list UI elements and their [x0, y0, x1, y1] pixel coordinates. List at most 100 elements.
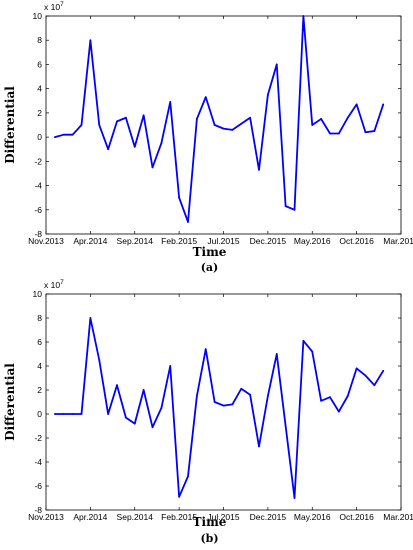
x-tick-label: May.2016	[294, 236, 331, 246]
x-tick-label: Apr.2014	[73, 236, 107, 246]
series-line	[54, 317, 385, 499]
data-point	[169, 365, 172, 367]
data-point	[62, 413, 65, 415]
data-point	[337, 132, 340, 135]
data-point	[133, 422, 136, 425]
data-point	[240, 122, 243, 125]
data-point	[275, 63, 278, 66]
data-point	[222, 127, 225, 130]
x-axis-label: Time	[193, 245, 227, 259]
chart-panel-b: -8 -6 -4 -2 0 2 4 6 8 10 Nov.2013 Apr.2014 Sep.2014 F…	[3, 279, 413, 545]
data-point	[98, 359, 101, 361]
y-tick-label: 6	[37, 337, 42, 347]
data-point	[213, 124, 216, 126]
y-tick-label: -4	[34, 457, 42, 467]
data-point	[284, 205, 287, 208]
data-point	[329, 396, 331, 399]
data-point	[98, 124, 101, 126]
y-tick-label: -2	[34, 433, 42, 443]
panel-caption: (b)	[200, 532, 218, 545]
y-multiplier-base: x 10	[44, 2, 60, 12]
data-point	[373, 384, 376, 387]
y-tick-label: -4	[34, 181, 42, 191]
data-point	[116, 120, 118, 123]
panel-caption: (a)	[201, 261, 219, 274]
y-multiplier-exponent: 7	[60, 279, 64, 286]
data-point	[346, 395, 349, 397]
y-tick-label: 8	[37, 313, 42, 323]
data-point	[346, 116, 349, 119]
data-point	[142, 114, 145, 117]
data-point	[284, 425, 287, 427]
data-point	[382, 103, 385, 106]
x-tick-label: Nov.2013	[28, 512, 64, 522]
data-point	[133, 145, 136, 148]
y-tick-label: 4	[37, 84, 42, 94]
x-tick-label: Sep.2014	[117, 236, 154, 246]
data-point	[355, 367, 358, 370]
data-point	[293, 497, 296, 499]
data-point	[231, 403, 234, 406]
y-axis-label: Differential	[3, 86, 17, 164]
data-point	[204, 348, 207, 351]
data-point	[169, 101, 172, 103]
data-point	[266, 93, 269, 96]
x-tick-label: Feb.2015	[161, 236, 197, 246]
data-point	[107, 413, 110, 415]
x-tick-label: Nov.2013	[28, 236, 64, 246]
data-point	[178, 495, 181, 498]
y-axis-label: Differential	[3, 363, 17, 441]
data-point	[151, 166, 154, 169]
plot-area	[45, 293, 402, 511]
x-tick-label: Feb.2015	[161, 512, 197, 522]
x-tick-label: Mar.2017	[383, 236, 413, 246]
plot-area	[45, 15, 402, 235]
y-tick-label: -8	[34, 505, 42, 515]
data-point	[275, 353, 278, 355]
x-tick-label: Dec.2015	[250, 512, 287, 522]
data-point	[337, 410, 340, 413]
x-tick-label: Apr.2014	[73, 512, 107, 522]
data-point	[249, 393, 252, 396]
data-point	[373, 130, 376, 132]
data-point	[302, 339, 305, 342]
data-point	[160, 142, 163, 145]
y-tick-label: 2	[37, 108, 42, 118]
data-point	[53, 136, 56, 139]
data-point	[116, 384, 118, 387]
x-tick-label: Sep.2014	[117, 512, 154, 522]
data-point	[107, 148, 110, 151]
data-point	[258, 168, 260, 171]
data-point	[204, 96, 207, 99]
x-tick-label: Oct.2016	[339, 512, 374, 522]
data-point	[266, 395, 269, 397]
y-tick-label: -6	[34, 205, 42, 215]
data-point	[258, 445, 260, 448]
data-point	[178, 196, 181, 199]
data-point	[124, 416, 127, 419]
data-point	[62, 133, 65, 136]
y-tick-label: 10	[33, 11, 43, 21]
data-point	[222, 404, 225, 407]
data-point	[71, 413, 74, 415]
y-tick-label: 10	[33, 289, 43, 299]
data-point	[71, 133, 74, 136]
data-point	[364, 374, 367, 377]
data-point	[382, 369, 385, 372]
data-point	[89, 39, 92, 42]
data-point	[293, 208, 296, 211]
data-point	[142, 389, 145, 391]
data-point	[151, 426, 154, 429]
data-point	[213, 401, 216, 403]
y-multiplier-exponent: 7	[60, 1, 64, 8]
x-tick-label: Oct.2016	[339, 236, 374, 246]
data-point	[311, 124, 314, 126]
data-point	[80, 413, 83, 415]
data-point	[160, 407, 163, 409]
y-multiplier-label: x 107	[44, 1, 64, 12]
y-tick-label: 0	[37, 409, 42, 419]
data-point	[249, 116, 252, 119]
x-tick-label: Jul.2015	[207, 236, 239, 246]
data-point	[80, 124, 83, 126]
